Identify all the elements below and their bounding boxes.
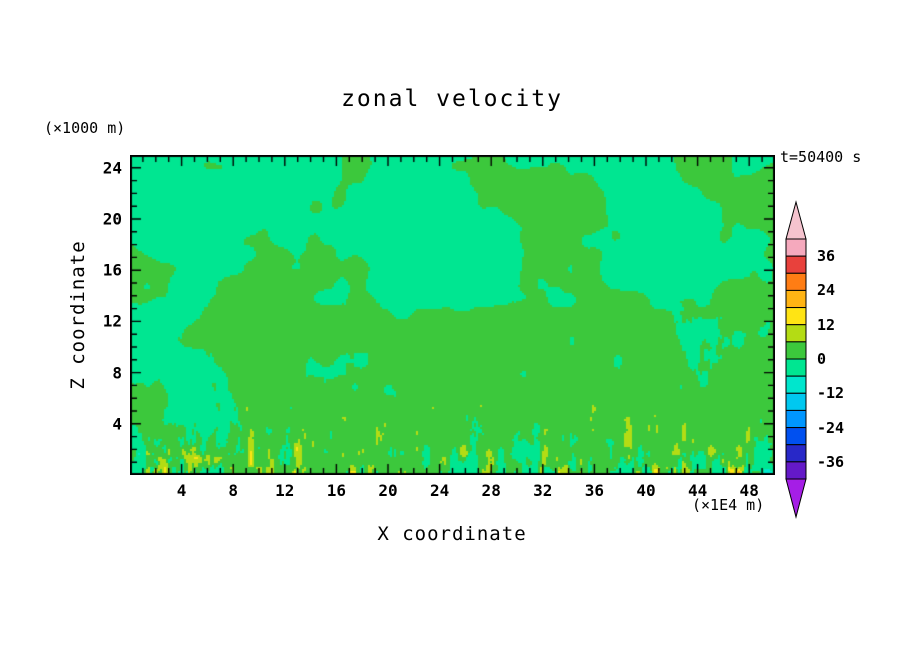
colorbar-segment [785,307,807,326]
x-tick-label: 4 [176,481,187,500]
colorbar-segment [785,238,807,257]
x-axis-title: X coordinate [377,523,527,545]
colorbar-segment [785,289,807,309]
y-axis-unit-label: (×1000 m) [44,119,126,137]
y-tick-label: 16 [102,260,122,280]
x-axis-unit-label: (×1E4 m) [692,496,765,514]
x-tick-label: 28 [481,481,501,500]
colorbar-segment [785,427,807,446]
colorbar-segment [785,358,807,377]
x-tick-label: 44 [687,481,708,500]
colorbar-label: -24 [817,418,845,437]
y-tick-label: 8 [112,363,122,383]
colorbar-segment [785,272,807,291]
colorbar-arrow-bottom [785,478,807,519]
chart-title: zonal velocity [341,86,563,112]
colorbar-segment [785,324,807,343]
colorbar [785,200,807,519]
colorbar-label: 12 [817,315,836,334]
y-tick-label: 24 [102,158,122,178]
x-tick-label: 8 [228,481,239,500]
colorbar-label: 24 [817,281,836,300]
colorbar-segment [785,461,807,480]
x-tick-label: 48 [739,481,759,500]
colorbar-segment [785,409,807,429]
y-tick-label: 20 [102,209,122,229]
colorbar-label: 0 [817,350,827,368]
colorbar-segment [785,392,807,411]
colorbar-arrow-top [785,200,807,240]
colorbar-segment [785,444,807,463]
x-tick-label: 16 [326,481,347,500]
x-tick-label: 12 [275,481,295,500]
y-tick-label: 4 [112,414,122,434]
contour-field-canvas [130,155,775,475]
colorbar-label: -12 [817,384,845,403]
y-tick-label: 12 [102,311,122,331]
colorbar-segment [785,255,807,274]
colorbar-segment [785,341,807,360]
x-tick-label: 32 [533,481,553,500]
x-tick-label: 36 [584,481,605,500]
colorbar-segment [785,375,807,394]
x-tick-label: 20 [378,481,398,500]
time-annotation: t=50400 s [780,148,862,166]
colorbar-label: -36 [817,452,845,471]
colorbar-label: 36 [817,247,836,266]
x-tick-label: 24 [429,481,450,500]
x-tick-label: 40 [636,481,656,500]
